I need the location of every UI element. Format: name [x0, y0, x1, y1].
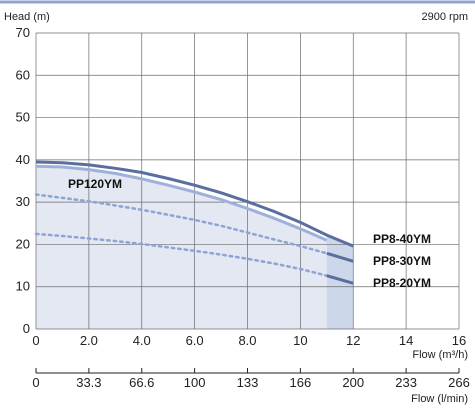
x-tick-label: 16 [452, 333, 466, 348]
x-tick-label: 6.0 [186, 333, 204, 348]
x2-tick-label: 0 [32, 375, 39, 390]
region-fill [36, 166, 327, 329]
x2-tick-label: 66.6 [129, 375, 154, 390]
y-tick-label: 60 [16, 67, 30, 82]
series-label-pp8-20ym: PP8-20YM [373, 276, 431, 290]
x-axis-ticks: 0 2.0 4.0 6.0 8.0 10 12 14 16 [32, 333, 466, 348]
x2-tick-label: 166 [290, 375, 312, 390]
y-tick-label: 20 [16, 236, 30, 251]
series-label-pp8-40ym: PP8-40YM [373, 232, 431, 246]
curves [34, 160, 354, 285]
x2-tick-label: 133 [237, 375, 259, 390]
y-axis-ticks: 0 10 20 30 40 50 60 70 [16, 25, 30, 336]
x-tick-label: 12 [346, 333, 360, 348]
x-tick-label: 10 [293, 333, 307, 348]
x2-tick-label: 200 [342, 375, 364, 390]
series-pp8-20ym [34, 232, 354, 285]
x-tick-label: 2.0 [80, 333, 98, 348]
x-tick-label: 14 [399, 333, 413, 348]
series-line-dotted [34, 232, 329, 277]
y-tick-label: 50 [16, 110, 30, 125]
series-line-solid [326, 274, 354, 285]
y-tick-label: 40 [16, 152, 30, 167]
y-tick-label: 30 [16, 194, 30, 209]
series-line-solid [326, 251, 354, 263]
series-line-solid [35, 160, 354, 248]
x2-tick-label: 266 [448, 375, 470, 390]
x2-tick-label: 33.3 [76, 375, 101, 390]
series-pp8-30ym [34, 193, 354, 263]
series-line-dotted [34, 193, 329, 255]
series-pp8-40ym [35, 160, 354, 248]
secondary-x-axis: 0 33.3 66.6 100 133 166 200 233 266 [32, 368, 470, 390]
x-tick-label: 4.0 [133, 333, 151, 348]
x-tick-label: 0 [32, 333, 39, 348]
y-tick-label: 70 [16, 25, 30, 40]
y-tick-label: 10 [16, 279, 30, 294]
x2-tick-label: 233 [395, 375, 417, 390]
x2-axis-title: Flow (l/min) [411, 393, 468, 405]
x-axis-title: Flow (m³/h) [412, 349, 468, 361]
region-label-pp120ym: PP120YM [68, 177, 122, 191]
x2-tick-label: 100 [184, 375, 206, 390]
x-tick-label: 8.0 [238, 333, 256, 348]
y-tick-label: 0 [23, 321, 30, 336]
pp120ym-curve [35, 164, 328, 242]
series-label-pp8-30ym: PP8-30YM [373, 254, 431, 268]
speed-label: 2900 rpm [422, 11, 468, 23]
y-axis-title: Head (m) [4, 11, 50, 23]
